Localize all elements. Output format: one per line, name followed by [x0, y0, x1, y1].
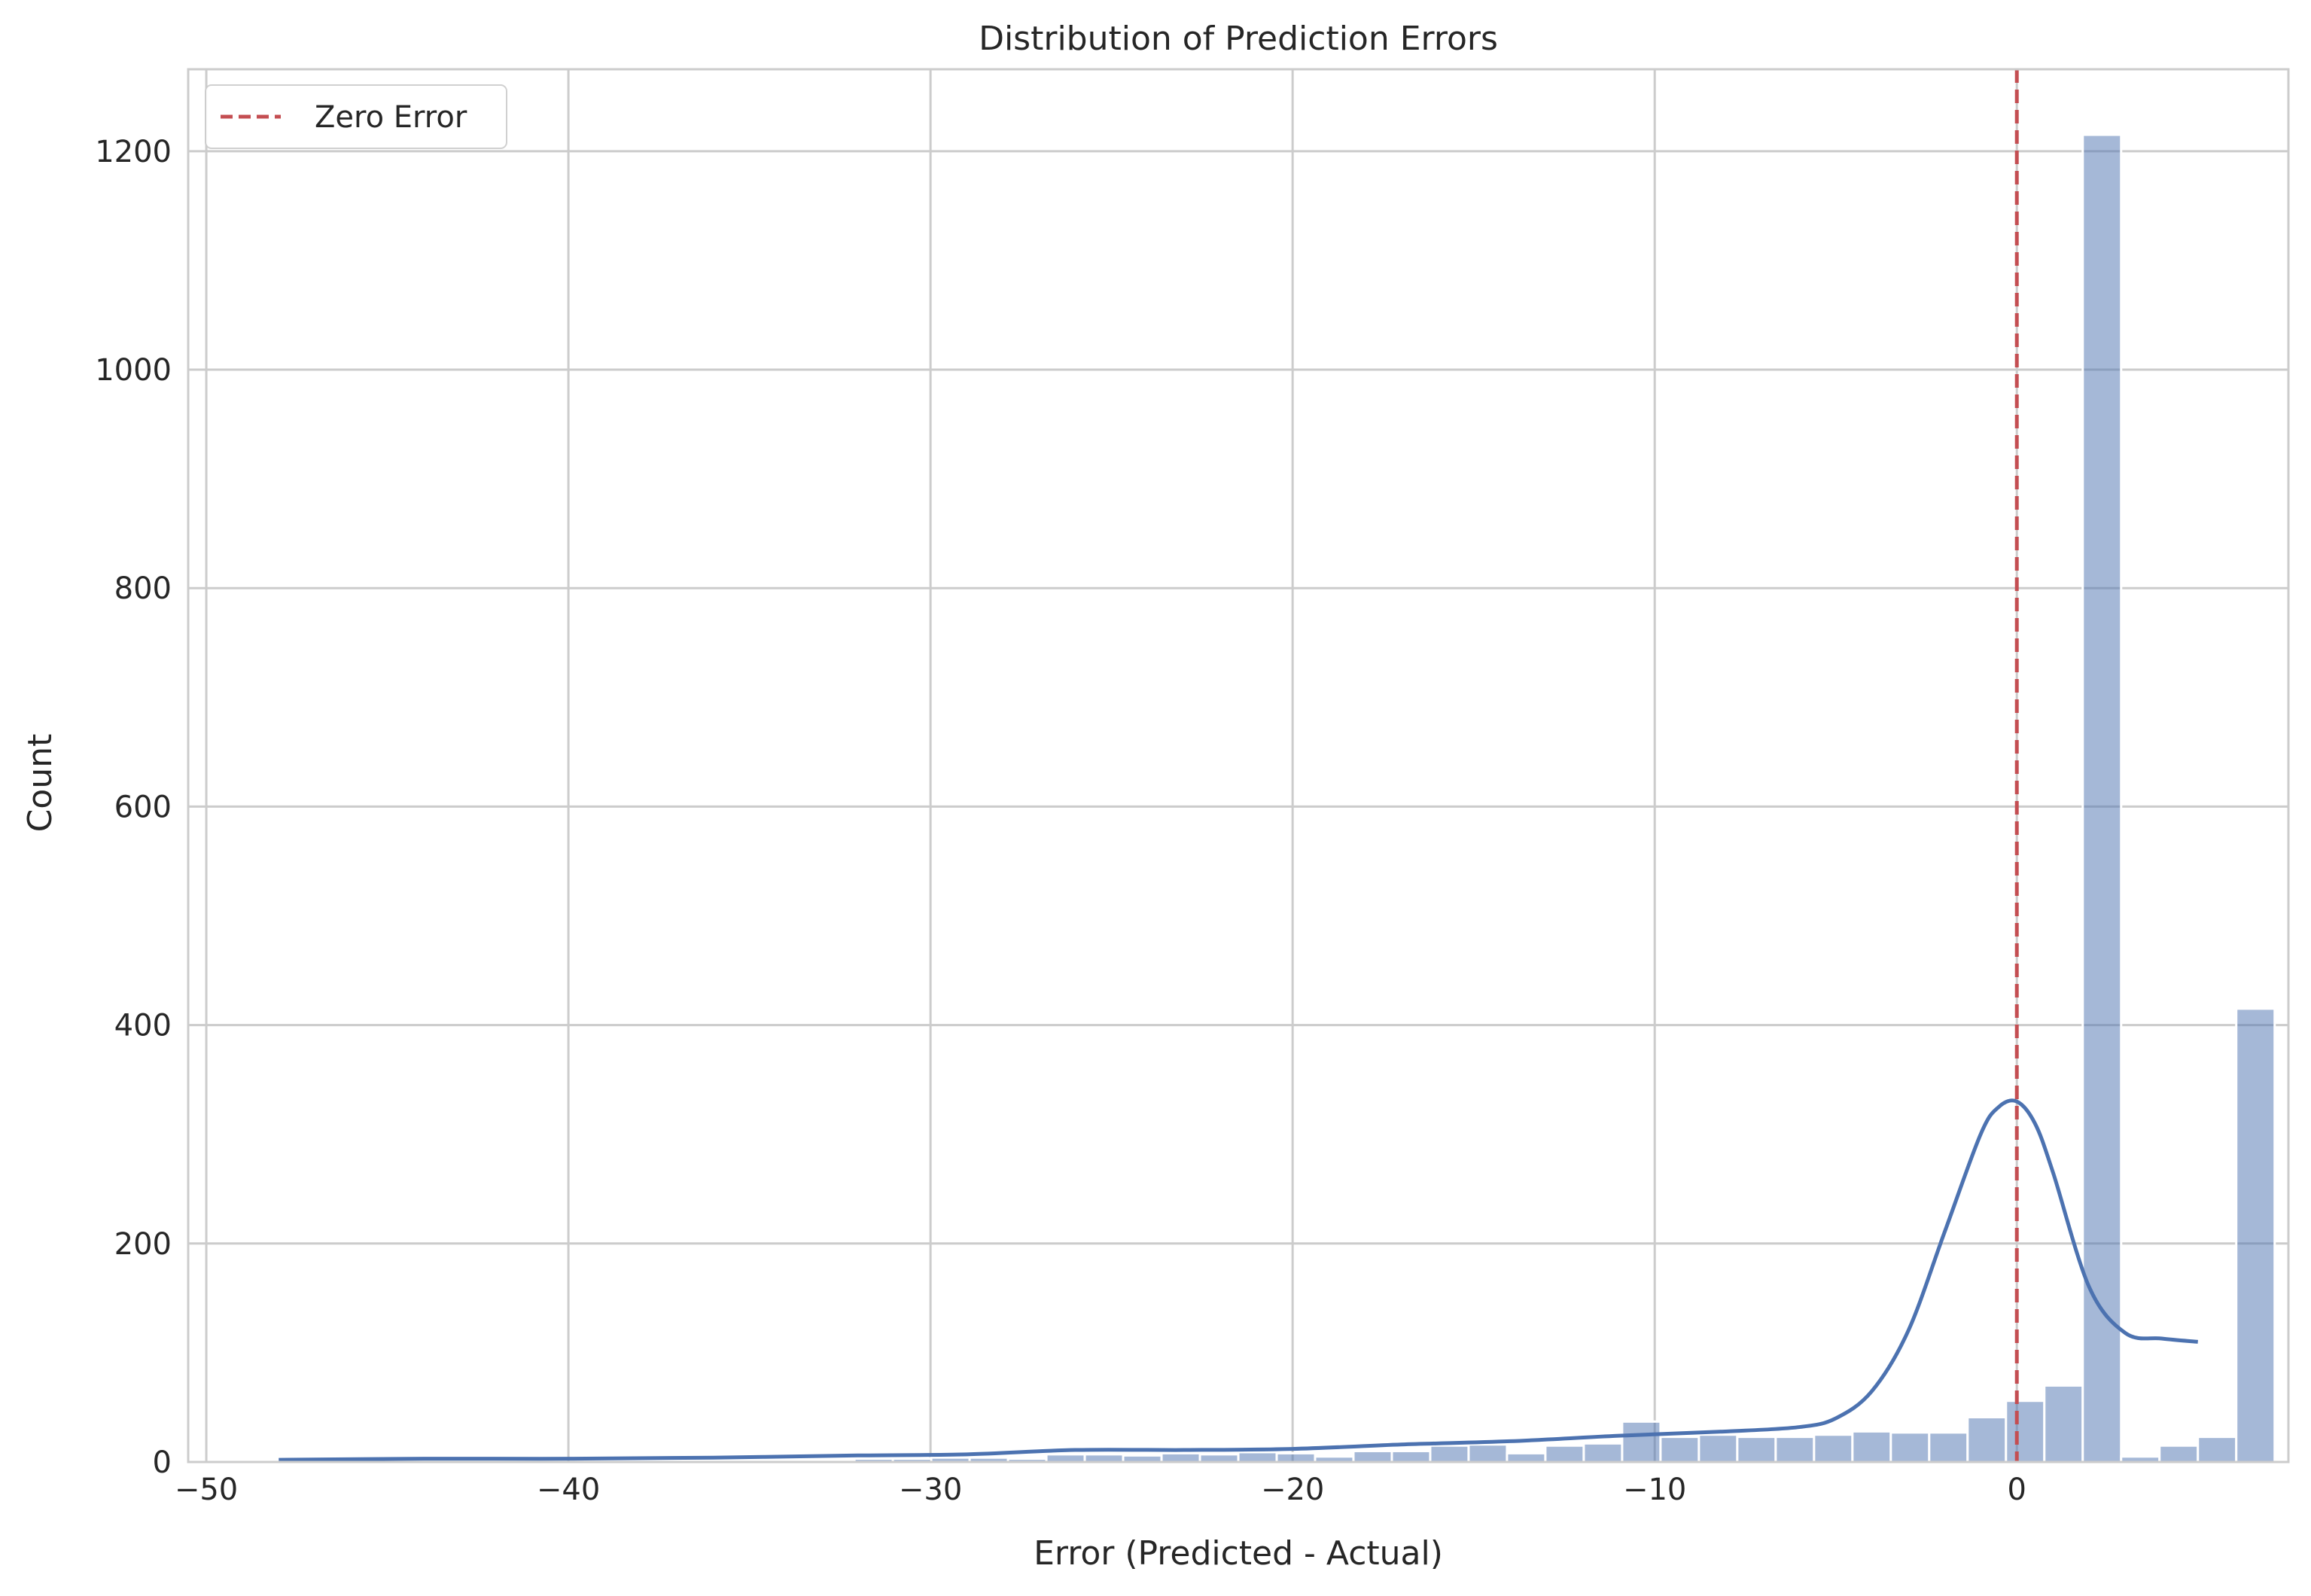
- y-tick-label: 200: [114, 1227, 172, 1262]
- y-tick-label: 800: [114, 571, 172, 606]
- x-tick-label: −20: [1261, 1473, 1324, 1507]
- histogram-bar: [2043, 1384, 2084, 1464]
- histogram-bar: [1889, 1431, 1931, 1464]
- histogram-bar: [1045, 1453, 1086, 1464]
- histogram-bar: [1544, 1444, 1585, 1464]
- x-tick-label: −10: [1623, 1473, 1686, 1507]
- histogram-bar: [1352, 1449, 1393, 1464]
- legend: Zero Error: [205, 84, 507, 149]
- histogram-bar: [1928, 1431, 1969, 1464]
- histogram-bar: [1429, 1444, 1470, 1464]
- histogram-bar: [1237, 1451, 1278, 1464]
- y-tick-label: 400: [114, 1009, 172, 1043]
- histogram-bar: [1275, 1451, 1317, 1464]
- x-axis-label: Error (Predicted - Actual): [1034, 1534, 1443, 1573]
- histogram-bar: [1851, 1430, 1892, 1464]
- histogram-bar: [1198, 1453, 1240, 1464]
- histogram-bar: [1083, 1453, 1125, 1464]
- y-axis-label: Count: [21, 734, 59, 833]
- histogram-bar: [2081, 133, 2123, 1464]
- histogram-bar: [1774, 1436, 1816, 1464]
- histogram-bar: [1582, 1442, 1624, 1464]
- kde-curve: [279, 1098, 2198, 1462]
- y-tick-label: 600: [114, 790, 172, 824]
- legend-box: [205, 84, 507, 149]
- histogram-bar: [1736, 1436, 1777, 1464]
- histogram-bar: [1467, 1443, 1509, 1464]
- histogram-bar: [1697, 1433, 1739, 1464]
- histogram-bar: [2005, 1400, 2046, 1464]
- plot-frame: [187, 68, 2290, 1464]
- histogram-bar: [2158, 1444, 2200, 1464]
- y-tick-label: 1200: [95, 135, 172, 169]
- histogram-bar: [2235, 1007, 2276, 1464]
- histogram-bar: [1160, 1451, 1201, 1464]
- y-tick-label: 0: [153, 1445, 172, 1480]
- axes-spine: [187, 68, 2290, 1464]
- x-tick-label: 0: [2007, 1473, 2026, 1507]
- histogram-bar: [2197, 1436, 2238, 1464]
- x-tick-label: −30: [899, 1473, 962, 1507]
- x-tick-label: −40: [537, 1473, 600, 1507]
- chart-title: Distribution of Prediction Errors: [979, 20, 1498, 58]
- x-tick-label: −50: [175, 1473, 238, 1507]
- legend-zero-error-label: Zero Error: [315, 100, 467, 135]
- y-tick-label: 1000: [95, 353, 172, 388]
- histogram-bar: [1390, 1449, 1432, 1464]
- histogram-bar: [1621, 1420, 1662, 1464]
- histogram-bar: [1659, 1436, 1701, 1464]
- histogram-bar: [1506, 1451, 1547, 1464]
- kde-line: [279, 1098, 2198, 1462]
- tick-labels: −50 −40 −30 −20 −10 0 0 200 400 600 800 1000 1200: [95, 135, 2026, 1507]
- histogram-bar: [1966, 1416, 2008, 1464]
- histogram-bar: [1813, 1433, 1854, 1464]
